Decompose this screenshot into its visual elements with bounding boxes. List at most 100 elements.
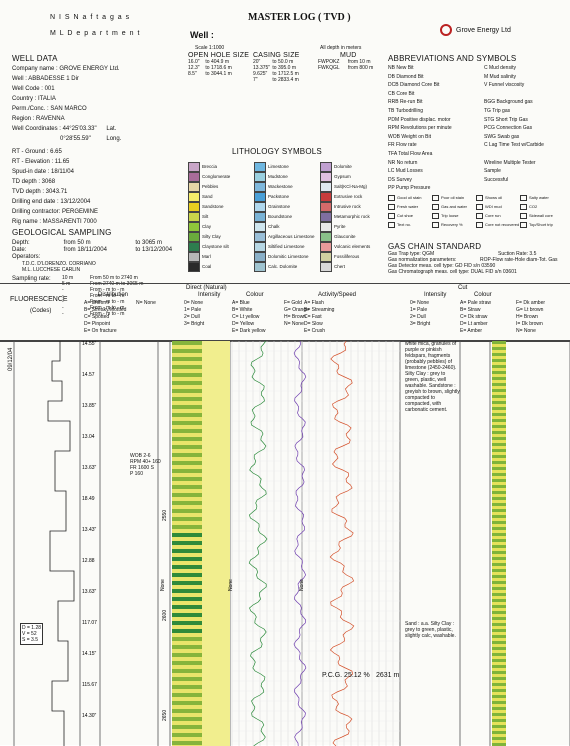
cut-fluor-mark <box>492 491 506 494</box>
fluorescence-code: 0= None <box>184 300 204 306</box>
mud-section: MUD FWPOKZ from 10 m FWKQGL from 800 m <box>318 52 383 71</box>
cut-fluor-mark <box>492 719 506 722</box>
sampling-depth-from: from 50 m <box>63 240 91 246</box>
cut-fluor-mark <box>492 497 506 500</box>
cut-fluor-mark <box>492 455 506 458</box>
lithology-name: Calc. Dolomite <box>268 264 298 269</box>
cut-fluor-mark <box>492 647 506 650</box>
well-data-heading: WELL DATA <box>12 54 58 63</box>
rop-curve <box>47 341 75 746</box>
fluorescence-code: 0= None <box>410 300 430 306</box>
cut-fluor-mark <box>492 557 506 560</box>
cut-fluor-mark <box>492 614 506 617</box>
cut-fluor-mark <box>492 692 506 695</box>
operator-1: T.D.C. D'LORENZO. CORRIANO <box>22 261 96 267</box>
lithology-swatch <box>254 172 266 182</box>
symbol-label: Core run <box>485 213 501 219</box>
cut-fluor-mark <box>492 509 506 512</box>
lithology-swatch <box>254 242 266 252</box>
company-name: Company name : GROVE ENERGY Ltd. <box>12 66 120 72</box>
lithology-stripe <box>172 549 202 553</box>
cut-fluor-mark <box>492 584 506 587</box>
abbr-item: DCB Diamond Core Bit <box>388 82 440 89</box>
symbol-icon <box>520 204 527 210</box>
lithology-swatch <box>188 202 200 212</box>
lithology-name: Wackestone <box>268 184 293 189</box>
symbol-label: Trip loose <box>441 213 459 219</box>
td-depth: TD depth : 3068 <box>12 179 56 185</box>
rate-range: From - m to - m <box>90 299 125 305</box>
abbr-symbol: WDI mud <box>476 204 502 210</box>
lithology-name: Extrusive rock <box>334 194 363 199</box>
abbr-symbol: Poor oil stain <box>432 195 464 201</box>
cut-fluor-mark <box>492 383 506 386</box>
abbr-symbol: CO2 <box>520 204 537 210</box>
cut-fluor-mark <box>492 362 506 365</box>
fluorescence-code: D= Slow <box>304 321 323 327</box>
drilling-end-date: Drilling end date : 13/12/2004 <box>12 199 91 205</box>
sampling-rate-row: - From - m to - m <box>62 311 232 317</box>
lithology-description-bottom: Sand : a.a. Silty Clay : grey to green, … <box>405 621 456 639</box>
fluorescence-code: B= Straw <box>460 307 481 313</box>
cut-fluor-mark <box>492 401 506 404</box>
hole-size: 16.0" <box>188 59 200 65</box>
abbr-symbol: Text no. <box>388 222 411 228</box>
casing-to: to <box>272 59 277 65</box>
lithology-name: Pyrite <box>334 224 346 229</box>
cut-fluor-mark <box>492 623 506 626</box>
lithology-stripe <box>172 525 202 529</box>
cut-fluor-mark <box>492 707 506 710</box>
abbr-item: NB New Bit <box>388 65 414 71</box>
mud-type: FWPOKZ <box>318 59 340 65</box>
cut-fluor-mark <box>492 404 506 407</box>
lithology-stripe <box>172 365 202 369</box>
cut-fluor-mark <box>492 587 506 590</box>
fluorescence-code: F= Gold <box>284 300 302 306</box>
fluorescence-code: E= Dark yellow <box>232 328 266 334</box>
cut-fluor-mark <box>492 536 506 539</box>
depth-marker: 14.30" <box>82 713 97 719</box>
lithology-stripe <box>172 709 202 713</box>
fluorescence-code: C= Spotted <box>84 314 110 320</box>
lithology-swatch <box>254 182 266 192</box>
symbol-label: Salty water <box>529 195 549 201</box>
lithology-swatch <box>254 212 266 222</box>
cut-fluor-mark <box>492 425 506 428</box>
lithology-stripe <box>172 477 202 481</box>
abbr-item: STG Short Trip Gas <box>484 116 528 123</box>
abbr-symbol: Cut shoe <box>388 213 413 219</box>
cut-fluor-mark <box>492 650 506 653</box>
abbr-symbol: Gas and water <box>432 204 467 210</box>
sampling-date: Date: from 18/11/2004 to 13/12/2004 <box>12 247 182 254</box>
depth-marker: 115.67 <box>82 682 97 688</box>
lithology-name: Boundstone <box>268 214 293 219</box>
cut-fluor-mark <box>492 458 506 461</box>
lithology-name: Fossiliferous <box>334 254 360 259</box>
lithology-swatch <box>320 212 332 222</box>
pcg-depth: 2631 m <box>376 672 400 679</box>
abbr-item: RPM Revolutions per minute <box>388 125 452 132</box>
cut-fluor-mark <box>492 572 506 575</box>
casing-row: 7" to 2833.4 m <box>253 77 313 83</box>
lithology-stripe <box>172 645 202 649</box>
cut-fluor-mark <box>492 479 506 482</box>
lithology-description-top: white mica, granules of purple or pinkis… <box>405 341 460 413</box>
lithology-swatch <box>254 262 266 272</box>
cut-fluor-mark <box>492 593 506 596</box>
lithology-swatch <box>188 252 200 262</box>
fluorescence-code: D= Lt amber <box>460 321 488 327</box>
lithology-stripe <box>172 429 202 433</box>
rate-range: From - m to - m <box>90 287 125 293</box>
cut-fluor-mark <box>492 386 506 389</box>
depth-unit-label: All depth in meters <box>320 45 362 51</box>
log-body: 09/12/04 14.55" 14.57 13.85" 13.04 13.63" 18.… <box>0 340 570 746</box>
lithology-name: Argillaceous Limestone <box>268 234 315 239</box>
geo-sampling-heading: GEOLOGICAL SAMPLING <box>12 228 112 237</box>
fluorescence-group-label: Colour <box>246 292 264 298</box>
sampling-depth: Depth: from 50 m to 3065 m <box>12 240 182 247</box>
sampling-depth-label: Depth: <box>12 240 30 246</box>
lithology-stripe <box>172 349 202 353</box>
casing-size: CASING SIZE 20" to 50.0 m 13.375" to 395… <box>253 52 313 83</box>
depth-marker: 18.49 <box>82 496 95 502</box>
